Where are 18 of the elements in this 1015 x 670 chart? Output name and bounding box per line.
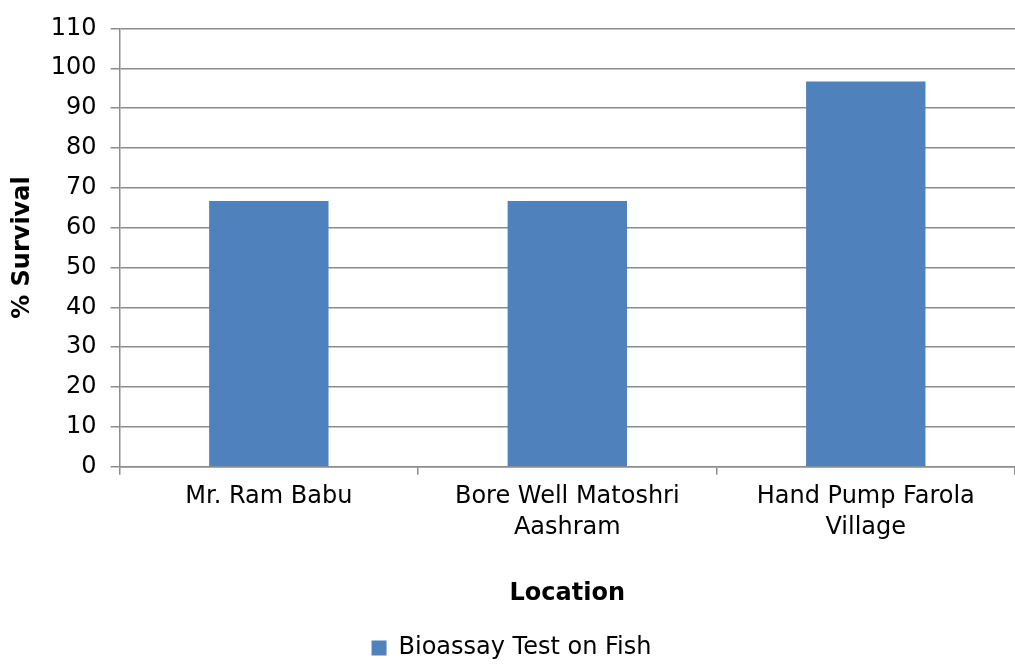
y-tick-label: 40	[66, 291, 97, 320]
y-tick-label: 110	[50, 12, 97, 41]
legend-label: Bioassay Test on Fish	[398, 632, 652, 661]
y-tick-label: 30	[66, 331, 97, 360]
x-axis-title: Location	[509, 577, 626, 606]
y-tick-label: 100	[50, 52, 97, 81]
x-tick-label: Hand Pump Farola Village	[756, 480, 975, 540]
y-tick-label: 20	[66, 371, 97, 400]
y-tick-label: 80	[66, 132, 97, 161]
y-tick-label: 90	[66, 92, 97, 121]
y-tick-label: 10	[66, 411, 97, 440]
y-tick-label: 60	[66, 211, 97, 240]
x-tick-label: Mr. Ram Babu	[185, 480, 353, 509]
x-tick-label: Bore Well Matoshri Aashram	[454, 480, 680, 540]
y-tick-label: 70	[66, 172, 97, 201]
y-tick-label: 50	[66, 251, 97, 280]
y-tick-label: 0	[81, 451, 97, 480]
y-axis-title: % Survival	[6, 176, 35, 319]
